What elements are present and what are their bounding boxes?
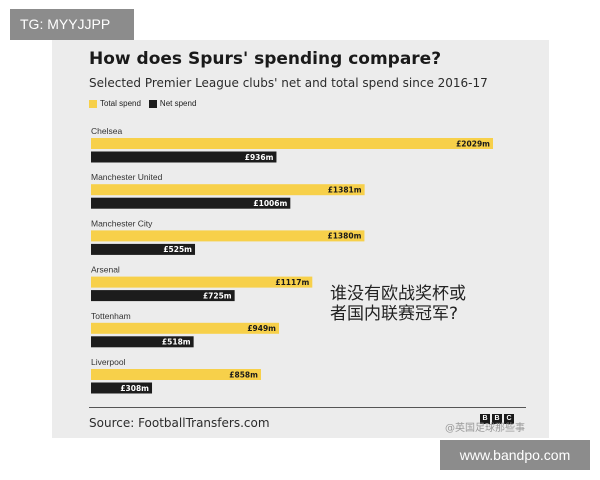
category-label: Manchester City bbox=[91, 218, 153, 228]
legend-swatch-net bbox=[148, 99, 157, 108]
chart-card: How does Spurs' spending compare? Select… bbox=[52, 40, 549, 438]
bar-net bbox=[91, 197, 291, 209]
chart-subtitle: Selected Premier League clubs' net and t… bbox=[89, 76, 488, 90]
bar-total bbox=[91, 369, 261, 380]
category-label: Chelsea bbox=[91, 126, 122, 136]
footer-divider bbox=[89, 407, 526, 408]
bar-value-label: £1380m bbox=[327, 232, 361, 241]
overlay-line-1: 谁没有欧战奖杯或 bbox=[330, 284, 466, 304]
bar-value-label: £1006m bbox=[253, 199, 287, 208]
bar-value-label: £525m bbox=[163, 245, 192, 254]
bar-net bbox=[91, 151, 277, 163]
bar-value-label: £1381m bbox=[328, 186, 362, 195]
legend-item-net: Net spend bbox=[148, 99, 197, 108]
legend: Total spend Net spend bbox=[89, 99, 204, 108]
bar-total bbox=[91, 138, 493, 149]
bar-total bbox=[91, 322, 280, 334]
bbc-logo-letter: B bbox=[492, 414, 502, 424]
category-label: Tottenham bbox=[91, 311, 131, 321]
legend-label-total: Total spend bbox=[100, 99, 141, 108]
bar-net bbox=[91, 290, 235, 302]
watermark-tag: TG: MYYJJPP bbox=[10, 9, 134, 40]
weibo-watermark: @英国足球那些事 bbox=[445, 423, 525, 434]
bar-value-label: £936m bbox=[245, 153, 274, 162]
chart-title: How does Spurs' spending compare? bbox=[89, 49, 442, 69]
bar-value-label: £518m bbox=[162, 338, 191, 347]
legend-label-net: Net spend bbox=[159, 99, 197, 108]
bar-value-label: £725m bbox=[203, 291, 232, 300]
bbc-logo: B B C bbox=[480, 414, 514, 424]
bar-value-label: £308m bbox=[120, 384, 149, 393]
bar-total bbox=[91, 230, 365, 242]
bar-chart: Chelsea £2029m £936m Manchester United £1381… bbox=[91, 126, 493, 394]
watermark-url: www.bandpo.com bbox=[440, 440, 590, 470]
bar-net bbox=[91, 382, 153, 394]
category-label: Liverpool bbox=[91, 357, 126, 367]
source-note: Source: FootballTransfers.com bbox=[89, 416, 270, 430]
bar-total bbox=[91, 184, 365, 196]
bar-value-label: £949m bbox=[247, 324, 276, 333]
bar-value-label: £858m bbox=[229, 370, 258, 379]
bbc-logo-letter: B bbox=[480, 414, 490, 424]
bar-net bbox=[91, 243, 196, 255]
bar-value-label: £2029m bbox=[456, 139, 490, 148]
overlay-line-2: 者国内联赛冠军? bbox=[330, 304, 459, 324]
legend-item-total: Total spend bbox=[89, 99, 141, 108]
bar-net bbox=[91, 336, 194, 348]
bar-total bbox=[91, 276, 313, 288]
category-label: Arsenal bbox=[91, 265, 120, 275]
legend-swatch-total bbox=[89, 99, 97, 108]
bbc-logo-letter: C bbox=[504, 414, 514, 424]
bar-value-label: £1117m bbox=[275, 278, 309, 287]
category-label: Manchester United bbox=[91, 172, 163, 182]
overlay-caption: 谁没有欧战奖杯或 者国内联赛冠军? bbox=[330, 284, 500, 324]
